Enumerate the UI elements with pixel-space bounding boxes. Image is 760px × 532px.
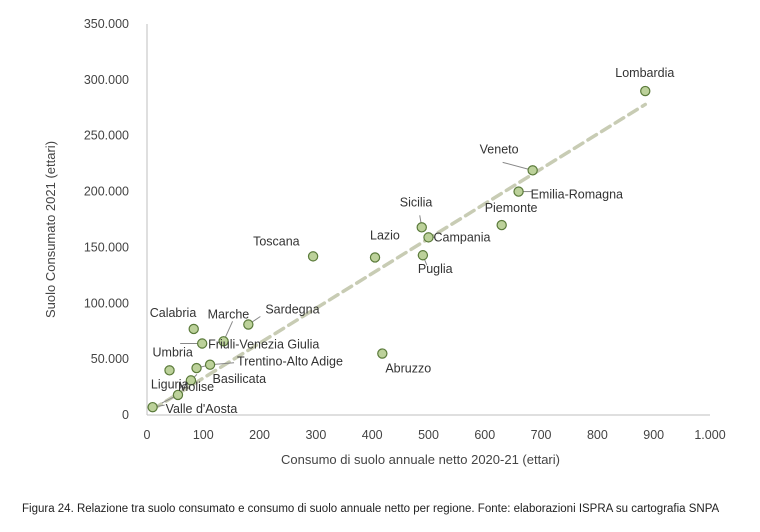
point-emilia-romagna <box>513 186 524 197</box>
x-tick-label: 200 <box>249 428 270 442</box>
x-tick-label: 0 <box>144 428 151 442</box>
y-tick-label: 150.000 <box>84 240 129 254</box>
x-axis-ticks: 0 100 200 300 400 500 600 700 800 900 1.000 <box>144 428 726 442</box>
trendline <box>150 102 648 412</box>
label-trentino-alto-adige: Trentino-Alto Adige <box>237 355 343 369</box>
label-lazio: Lazio <box>370 228 400 242</box>
data-points <box>147 85 651 413</box>
point-sicilia <box>416 222 427 233</box>
point-calabria <box>188 323 199 335</box>
point-marche <box>218 336 229 347</box>
label-marche: Marche <box>208 307 250 321</box>
x-tick-label: 400 <box>362 428 383 442</box>
point-lombardia <box>640 85 651 97</box>
label-campania: Campania <box>434 230 491 244</box>
x-tick-label: 500 <box>418 428 439 442</box>
label-basilicata: Basilicata <box>213 372 267 386</box>
point-lazio <box>369 252 381 263</box>
figure-caption: Figura 24. Relazione tra suolo consumato… <box>22 503 720 515</box>
label-liguria: Liguria <box>151 377 189 391</box>
x-tick-label: 100 <box>193 428 214 442</box>
point-puglia <box>417 250 429 261</box>
label-toscana: Toscana <box>253 234 300 248</box>
y-axis-ticks: 0 50.000 100.000 150.000 200.000 250.000 300.0… <box>84 17 129 422</box>
y-tick-label: 100.000 <box>84 296 129 310</box>
label-umbria: Umbria <box>153 345 193 359</box>
point-friuli-venezia-giulia <box>196 338 208 349</box>
y-tick-label: 200.000 <box>84 185 129 199</box>
y-axis-title: Suolo Consumato 2021 (ettari) <box>43 141 58 318</box>
label-molise: Molise <box>178 380 214 394</box>
point-abruzzo <box>377 348 388 359</box>
label-veneto: Veneto <box>480 142 519 156</box>
point-sardegna <box>243 319 254 330</box>
y-tick-label: 300.000 <box>84 73 129 87</box>
axes <box>146 24 710 416</box>
point-liguria <box>185 375 197 386</box>
y-tick-label: 350.000 <box>84 17 129 31</box>
point-basilicata <box>191 362 202 374</box>
point-molise <box>172 389 184 401</box>
label-calabria: Calabria <box>150 306 197 320</box>
x-tick-label: 1.000 <box>694 428 725 442</box>
label-lombardia: Lombardia <box>615 66 674 80</box>
label-valle-d-aosta: Valle d'Aosta <box>166 402 238 416</box>
x-tick-label: 900 <box>643 428 664 442</box>
point-veneto <box>527 165 538 176</box>
y-tick-label: 50.000 <box>91 352 129 366</box>
point-toscana <box>307 251 319 262</box>
point-valle-d-aosta <box>147 401 158 413</box>
label-sardegna: Sardegna <box>265 303 319 317</box>
label-leader-lines <box>152 161 533 408</box>
scatter-chart: 0 50.000 100.000 150.000 200.000 250.000 300.0… <box>43 17 726 467</box>
x-tick-label: 600 <box>474 428 495 442</box>
label-abruzzo: Abruzzo <box>385 362 431 376</box>
label-puglia: Puglia <box>418 262 453 276</box>
y-tick-label: 0 <box>122 408 129 422</box>
label-emilia-romagna: Emilia-Romagna <box>531 188 623 202</box>
point-umbria <box>164 365 175 376</box>
point-trentino-alto-adige <box>204 359 216 370</box>
y-tick-label: 250.000 <box>84 129 129 143</box>
x-tick-label: 300 <box>305 428 326 442</box>
x-tick-label: 700 <box>531 428 552 442</box>
label-piemonte: Piemonte <box>485 201 538 215</box>
label-sicilia: Sicilia <box>400 195 433 209</box>
label-friuli-venezia-giulia: Friuli-Venezia Giulia <box>208 338 319 352</box>
x-tick-label: 800 <box>587 428 608 442</box>
point-campania <box>423 232 434 243</box>
x-axis-title: Consumo di suolo annuale netto 2020-21 (… <box>281 452 560 467</box>
point-piemonte <box>496 219 507 231</box>
